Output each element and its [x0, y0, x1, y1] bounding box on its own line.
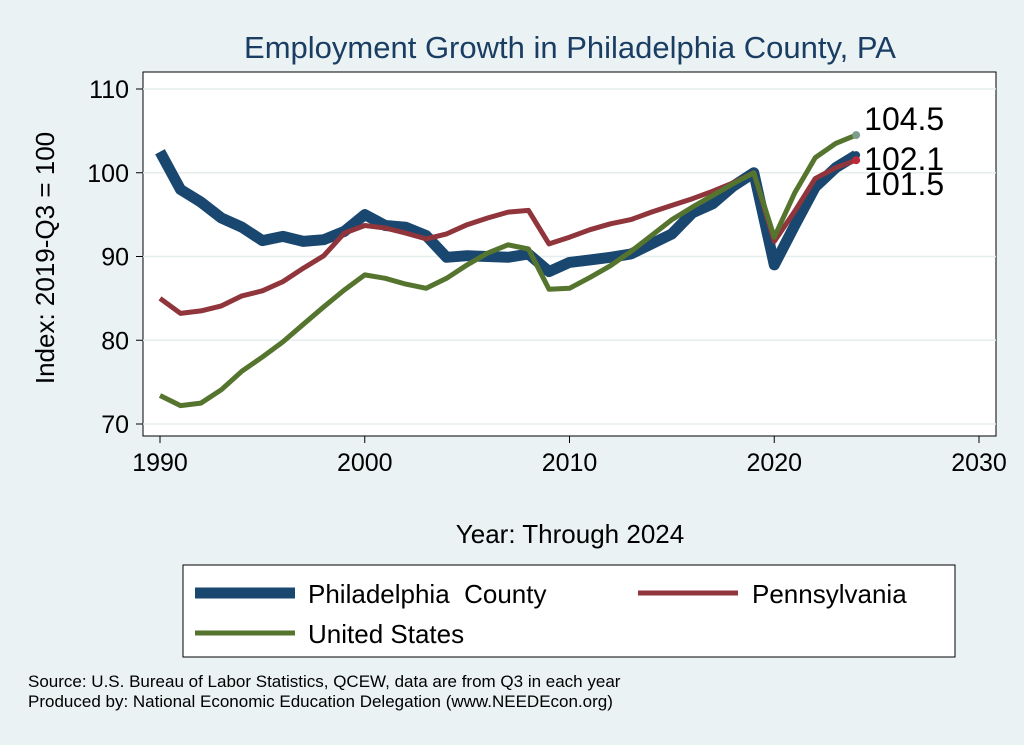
series-end-label: 104.5	[864, 101, 944, 137]
legend	[182, 564, 956, 658]
legend-label-philadelphia: Philadelphia County	[308, 579, 547, 609]
series-end-marker	[852, 156, 861, 165]
legend-label-pennsylvania: Pennsylvania	[752, 579, 907, 609]
y-tick-label: 110	[89, 76, 129, 104]
series-end-marker	[852, 131, 861, 140]
x-tick-label: 2030	[951, 449, 1007, 477]
x-tick-label: 2000	[337, 449, 393, 477]
source-note: Source: U.S. Bureau of Labor Statistics,…	[28, 672, 621, 691]
series-line-united-states	[158, 132, 858, 409]
series-end-label: 102.1	[864, 141, 944, 177]
y-tick-label: 70	[101, 411, 129, 439]
x-tick-label: 1990	[132, 449, 188, 477]
producer-note: Produced by: National Economic Education…	[28, 692, 613, 711]
y-axis-label: Index: 2019-Q3 = 100	[30, 132, 60, 384]
chart-title: Employment Growth in Philadelphia County…	[244, 30, 896, 65]
x-tick-label: 2020	[746, 449, 802, 477]
y-tick-label: 100	[87, 160, 129, 188]
x-axis-label: Year: Through 2024	[456, 519, 684, 549]
series-end-label: 101.5	[864, 166, 944, 202]
x-tick-label: 2010	[542, 449, 598, 477]
y-tick-label: 80	[101, 327, 129, 355]
y-tick-label: 90	[101, 244, 129, 272]
legend-label-united-states: United States	[308, 619, 464, 649]
